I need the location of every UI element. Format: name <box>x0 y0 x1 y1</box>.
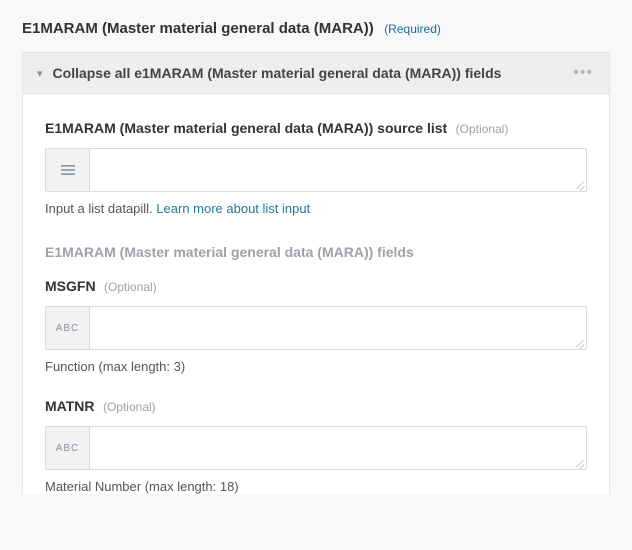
msgfn-hint: Function (max length: 3) <box>45 359 587 374</box>
source-list-input-row <box>45 148 587 192</box>
source-list-input[interactable] <box>90 149 586 191</box>
optional-badge: (Optional) <box>456 122 509 136</box>
matnr-field: MATNR (Optional) ABC Material Number (ma… <box>45 398 587 494</box>
learn-more-link[interactable]: Learn more about list input <box>156 201 310 216</box>
list-icon[interactable] <box>46 149 90 191</box>
source-list-label: E1MARAM (Master material general data (M… <box>45 120 447 136</box>
matnr-label: MATNR <box>45 398 95 414</box>
matnr-input[interactable] <box>90 427 586 469</box>
source-list-field: E1MARAM (Master material general data (M… <box>45 120 587 216</box>
collapse-all-button[interactable]: ▾ Collapse all e1MARAM (Master material … <box>22 52 610 94</box>
msgfn-field: MSGFN (Optional) ABC Function (max lengt… <box>45 278 587 374</box>
fields-panel: E1MARAM (Master material general data (M… <box>22 94 610 494</box>
text-type-icon[interactable]: ABC <box>46 307 90 349</box>
more-options-icon[interactable]: ••• <box>571 64 595 82</box>
text-type-icon[interactable]: ABC <box>46 427 90 469</box>
fields-subheader: E1MARAM (Master material general data (M… <box>45 244 587 260</box>
matnr-input-row: ABC <box>45 426 587 470</box>
section-header: E1MARAM (Master material general data (M… <box>22 20 610 38</box>
msgfn-input-row: ABC <box>45 306 587 350</box>
matnr-hint: Material Number (max length: 18) <box>45 479 587 494</box>
source-list-hint: Input a list datapill. Learn more about … <box>45 201 587 216</box>
collapse-label: Collapse all e1MARAM (Master material ge… <box>53 65 572 81</box>
chevron-down-icon: ▾ <box>37 67 43 80</box>
section-title: E1MARAM (Master material general data (M… <box>22 20 374 37</box>
optional-badge: (Optional) <box>103 400 156 414</box>
msgfn-label: MSGFN <box>45 278 96 294</box>
required-badge: (Required) <box>384 22 441 36</box>
msgfn-input[interactable] <box>90 307 586 349</box>
optional-badge: (Optional) <box>104 280 157 294</box>
